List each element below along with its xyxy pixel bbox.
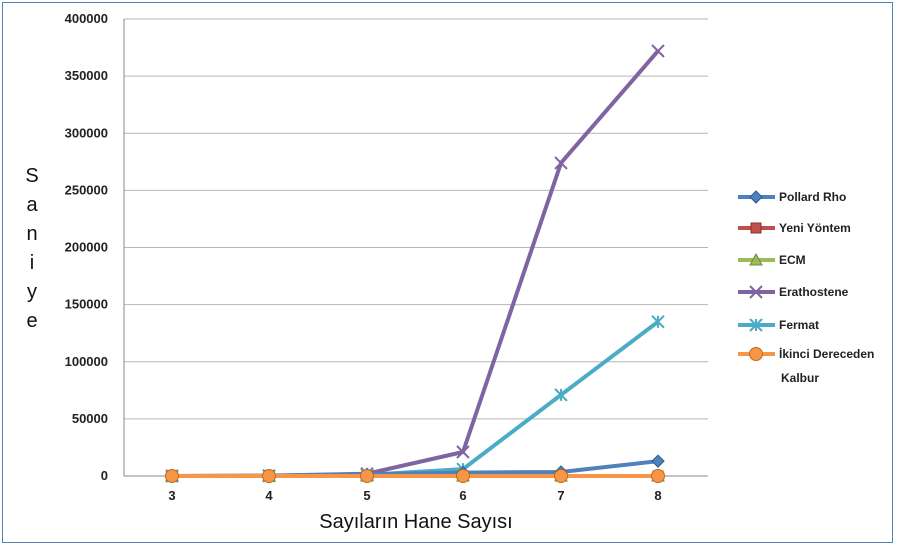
marker-stroke (749, 285, 763, 299)
x-tick-label: 4 (265, 488, 273, 503)
marker-stroke (554, 156, 568, 170)
x-tick-label: 8 (654, 488, 661, 503)
legend-swatch-marker (749, 252, 763, 266)
x-tick-label: 3 (168, 488, 175, 503)
legend-label: İkinci Dereceden (779, 346, 874, 361)
y-axis-label-letter: y (27, 281, 37, 303)
legend-swatch-marker (749, 285, 763, 299)
marker-stroke (651, 44, 665, 58)
legend-item: Pollard Rho (738, 190, 846, 204)
series-lines (171, 49, 660, 478)
legend-swatch-marker (749, 190, 763, 204)
data-point (651, 469, 665, 483)
data-point (554, 469, 568, 483)
y-tick-label: 400000 (65, 11, 108, 26)
data-point (554, 388, 568, 402)
legend-label: Kalbur (781, 371, 819, 385)
legend-item: İkinci Dereceden Kalbur (738, 346, 874, 385)
y-axis-label-letter: a (26, 194, 38, 216)
y-tick-label: 100000 (65, 354, 108, 369)
series-line (171, 320, 660, 478)
legend-label: Erathostene (779, 285, 849, 299)
data-point (165, 469, 179, 483)
y-tick-label: 150000 (65, 297, 108, 312)
data-point (456, 469, 470, 483)
y-axis-label-letter: i (30, 252, 34, 274)
y-tick-label: 250000 (65, 182, 108, 197)
x-tick-label: 7 (557, 488, 564, 503)
y-axis-ticks: 0 50000 100000 150000 200000 250000 300000 3500… (65, 11, 108, 483)
data-point (360, 469, 374, 483)
legend-label: Pollard Rho (779, 190, 846, 204)
y-axis-label-letter: n (26, 223, 37, 245)
x-axis-label: Sayıların Hane Sayısı (319, 511, 512, 533)
y-tick-label: 300000 (65, 125, 108, 140)
legend: Pollard Rho Yeni Yöntem ECM Erathostene Ferm… (738, 190, 874, 385)
data-point (651, 44, 665, 58)
x-tick-label: 6 (459, 488, 466, 503)
legend-item: Yeni Yöntem (738, 221, 851, 235)
y-tick-label: 200000 (65, 240, 108, 255)
y-axis-label-letter: e (26, 310, 37, 332)
data-point (456, 445, 470, 459)
legend-swatch-marker (749, 347, 763, 361)
series-line (171, 49, 660, 478)
data-point (262, 469, 276, 483)
legend-label: Yeni Yöntem (779, 221, 851, 235)
data-point (651, 454, 665, 468)
marker-stroke (456, 445, 470, 459)
legend-item: ECM (738, 252, 806, 267)
grid-lines (123, 18, 708, 477)
x-tick-label: 5 (363, 488, 370, 503)
legend-swatch-marker (750, 222, 762, 234)
legend-item: Fermat (738, 318, 819, 332)
data-point (651, 315, 665, 329)
legend-item: Erathostene (738, 285, 849, 299)
data-point (554, 156, 568, 170)
series-markers (165, 44, 665, 483)
y-axis-label-letter: S (25, 165, 38, 187)
y-tick-label: 0 (101, 468, 108, 483)
legend-label: ECM (779, 253, 806, 267)
y-tick-label: 50000 (72, 411, 108, 426)
legend-label: Fermat (779, 318, 819, 332)
legend-swatch-marker (749, 318, 763, 332)
y-tick-label: 350000 (65, 68, 108, 83)
x-axis-ticks: 3 4 5 6 7 8 (168, 488, 661, 503)
